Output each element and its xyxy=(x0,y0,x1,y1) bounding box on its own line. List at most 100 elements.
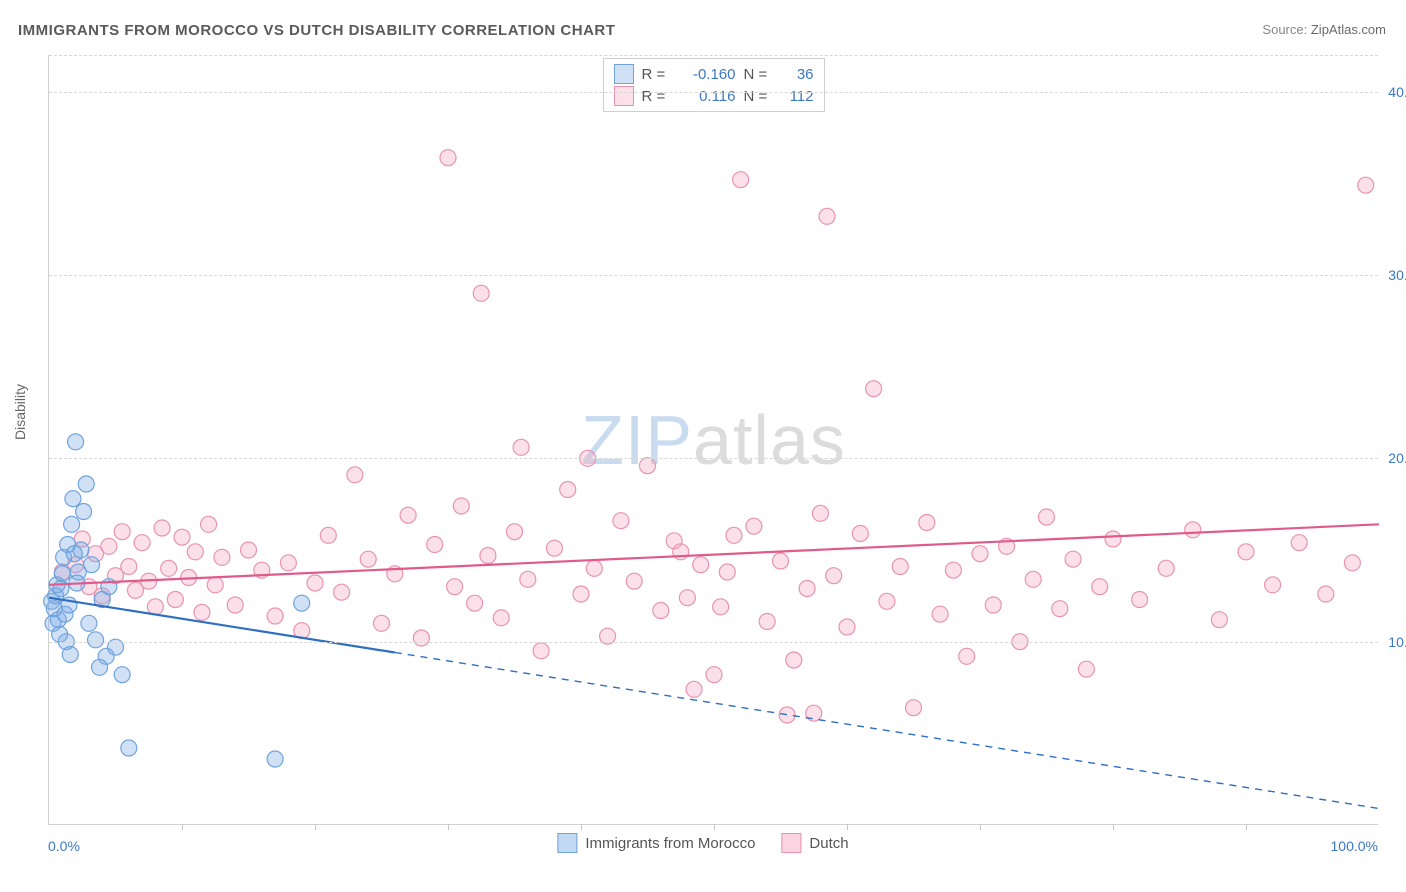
scatter-point xyxy=(1025,571,1041,587)
scatter-point xyxy=(187,544,203,560)
scatter-point xyxy=(374,615,390,631)
source-value: ZipAtlas.com xyxy=(1311,22,1386,37)
scatter-point xyxy=(546,540,562,556)
series-legend: Immigrants from Morocco Dutch xyxy=(557,833,848,853)
scatter-point xyxy=(101,538,117,554)
y-tick-label: 40.0% xyxy=(1382,84,1406,100)
scatter-point xyxy=(207,577,223,593)
scatter-point xyxy=(640,458,656,474)
scatter-point xyxy=(985,597,1001,613)
trend-line-dashed xyxy=(395,652,1379,808)
scatter-point xyxy=(1238,544,1254,560)
scatter-point xyxy=(320,527,336,543)
scatter-point xyxy=(746,518,762,534)
legend-swatch-morocco xyxy=(557,833,577,853)
scatter-point xyxy=(413,630,429,646)
scatter-point xyxy=(78,476,94,492)
scatter-point xyxy=(713,599,729,615)
scatter-point xyxy=(1344,555,1360,571)
scatter-point xyxy=(679,590,695,606)
scatter-point xyxy=(427,537,443,553)
scatter-point xyxy=(1318,586,1334,602)
scatter-point xyxy=(1291,535,1307,551)
scatter-point xyxy=(121,740,137,756)
scatter-point xyxy=(507,524,523,540)
scatter-point xyxy=(812,505,828,521)
scatter-point xyxy=(1052,601,1068,617)
scatter-point xyxy=(134,535,150,551)
scatter-point xyxy=(866,381,882,397)
scatter-point xyxy=(879,593,895,609)
scatter-point xyxy=(1211,612,1227,628)
scatter-point xyxy=(493,610,509,626)
scatter-point xyxy=(819,208,835,224)
scatter-point xyxy=(613,513,629,529)
grid-line xyxy=(49,642,1378,643)
y-axis-title: Disability xyxy=(12,384,28,440)
scatter-point xyxy=(88,632,104,648)
scatter-point xyxy=(686,681,702,697)
grid-line xyxy=(49,92,1378,93)
scatter-point xyxy=(147,599,163,615)
chart-title: IMMIGRANTS FROM MOROCCO VS DUTCH DISABIL… xyxy=(18,22,615,39)
y-tick-label: 10.0% xyxy=(1382,634,1406,650)
scatter-point xyxy=(586,560,602,576)
scatter-point xyxy=(227,597,243,613)
series-legend-item-dutch: Dutch xyxy=(781,833,848,853)
scatter-point xyxy=(121,559,137,575)
scatter-point xyxy=(706,667,722,683)
scatter-point xyxy=(81,615,97,631)
scatter-point xyxy=(693,557,709,573)
scatter-point xyxy=(1039,509,1055,525)
scatter-point xyxy=(653,603,669,619)
source-attribution: Source: ZipAtlas.com xyxy=(1262,22,1386,37)
scatter-point xyxy=(167,592,183,608)
x-tick xyxy=(581,824,582,830)
scatter-point xyxy=(447,579,463,595)
scatter-point xyxy=(759,614,775,630)
legend-swatch-dutch xyxy=(781,833,801,853)
x-tick xyxy=(1246,824,1247,830)
series-legend-label: Dutch xyxy=(809,835,848,852)
scatter-point xyxy=(76,504,92,520)
scatter-point xyxy=(1158,560,1174,576)
scatter-point xyxy=(1092,579,1108,595)
source-label: Source: xyxy=(1262,22,1307,37)
scatter-point xyxy=(839,619,855,635)
scatter-point xyxy=(919,515,935,531)
scatter-point xyxy=(560,482,576,498)
x-tick xyxy=(448,824,449,830)
x-tick xyxy=(1113,824,1114,830)
scatter-point xyxy=(64,516,80,532)
scatter-point xyxy=(400,507,416,523)
scatter-point xyxy=(467,595,483,611)
grid-line xyxy=(49,275,1378,276)
scatter-point xyxy=(773,553,789,569)
series-legend-label: Immigrants from Morocco xyxy=(585,835,755,852)
scatter-point xyxy=(54,566,70,582)
scatter-point xyxy=(241,542,257,558)
scatter-point xyxy=(154,520,170,536)
scatter-point xyxy=(65,491,81,507)
scatter-point xyxy=(573,586,589,602)
x-axis-origin-label: 0.0% xyxy=(48,838,80,854)
scatter-point xyxy=(852,526,868,542)
scatter-point xyxy=(799,581,815,597)
scatter-point xyxy=(360,551,376,567)
scatter-point xyxy=(347,467,363,483)
scatter-point xyxy=(440,150,456,166)
scatter-point xyxy=(719,564,735,580)
scatter-point xyxy=(932,606,948,622)
scatter-point xyxy=(307,575,323,591)
scatter-point xyxy=(1265,577,1281,593)
scatter-point xyxy=(945,562,961,578)
scatter-point xyxy=(513,439,529,455)
scatter-point xyxy=(626,573,642,589)
x-tick xyxy=(980,824,981,830)
scatter-point xyxy=(62,647,78,663)
series-legend-item-morocco: Immigrants from Morocco xyxy=(557,833,755,853)
scatter-point xyxy=(66,546,82,562)
scatter-point xyxy=(201,516,217,532)
plot-area: ZIPatlas R = -0.160 N = 36 R = 0.116 N =… xyxy=(48,55,1378,825)
scatter-point xyxy=(1078,661,1094,677)
